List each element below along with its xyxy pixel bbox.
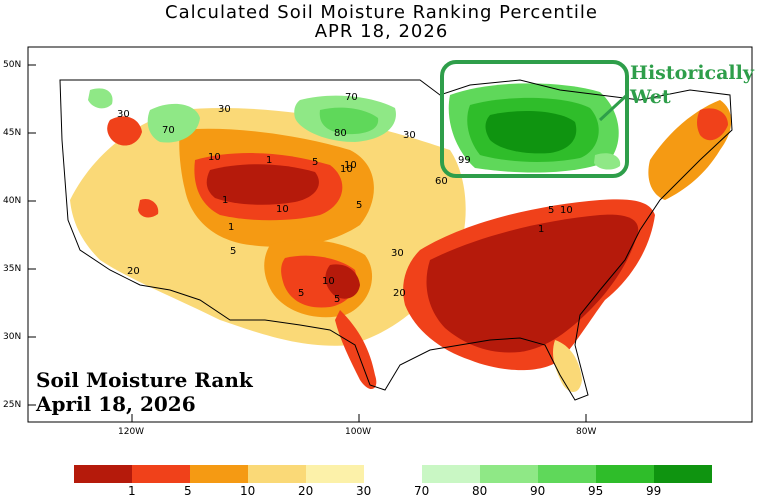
dry-region-maine: [697, 108, 728, 141]
lat-label-35n: 35N: [3, 264, 22, 274]
contour-label: 80: [334, 128, 347, 139]
legend-bar: [74, 465, 712, 483]
contour-label: 10: [344, 160, 357, 171]
us-outline: [59, 79, 733, 401]
dry-region-extreme: [206, 164, 319, 205]
legend-label-90: 90: [530, 484, 546, 498]
lat-label-45n: 45N: [3, 128, 22, 138]
dry-region-northwest: [107, 116, 142, 146]
legend-label-95: 95: [588, 484, 604, 498]
contour-label: 1: [266, 155, 272, 166]
lat-label-40n: 40N: [3, 196, 22, 206]
contour-label: 30: [403, 130, 416, 141]
contour-label: 5: [548, 205, 554, 216]
legend-label-80: 80: [472, 484, 488, 498]
lon-label-80w: 80W: [576, 427, 597, 437]
contour-label: 10: [340, 164, 353, 175]
contour-label: 1: [228, 222, 234, 233]
legend-label-70: 70: [414, 484, 430, 498]
chart-title: Calculated Soil Moisture Ranking Percent…: [165, 2, 598, 23]
dry-region-idaho: [138, 198, 159, 218]
contour-label: 5: [230, 246, 236, 257]
legend-label-20: 20: [298, 484, 314, 498]
contour-label: 30: [218, 104, 231, 115]
chart-date: APR 18, 2026: [314, 21, 449, 42]
legend-label-5: 5: [184, 484, 192, 498]
wet-region-washington: [88, 88, 113, 109]
contour-label: 70: [345, 92, 358, 103]
callout-historically: Historically: [630, 62, 754, 84]
contour-label: 99: [458, 155, 471, 166]
lat-label-25n: 25N: [3, 400, 22, 410]
contour-label: 1: [222, 195, 228, 206]
contour-label: 5: [356, 200, 362, 211]
wet-region-dakota-core: [319, 107, 379, 135]
dry-region-gulf: [335, 310, 377, 390]
lon-label-100w: 100W: [345, 427, 372, 437]
contour-label: 10: [560, 205, 573, 216]
contour-label: 5: [298, 288, 304, 299]
contour-label: 20: [393, 288, 406, 299]
legend-swatch-70: [422, 465, 480, 483]
legend-swatch-30: [306, 465, 364, 483]
wet-region-ohio: [594, 153, 621, 170]
contour-label: 10: [322, 276, 335, 287]
contour-label: 60: [435, 176, 448, 187]
legend-swatch-99: [654, 465, 712, 483]
inset-date: April 18, 2026: [36, 392, 196, 416]
contour-label: 10: [276, 204, 289, 215]
wet-region-great-lakes-core: [485, 110, 577, 154]
legend-label-10: 10: [240, 484, 256, 498]
legend-swatch-20: [248, 465, 306, 483]
contour-label: 10: [208, 152, 221, 163]
legend-swatch-5: [132, 465, 190, 483]
contour-label: 30: [391, 248, 404, 259]
legend-swatch-80: [480, 465, 538, 483]
callout-wet: Wet: [630, 86, 671, 108]
contour-label: 5: [312, 157, 318, 168]
contour-label: 70: [162, 125, 175, 136]
lat-label-50n: 50N: [3, 60, 22, 70]
contour-label: 5: [334, 294, 340, 305]
lat-label-30n: 30N: [3, 332, 22, 342]
dry-region-southeast-extreme: [426, 214, 639, 353]
legend-swatch-95: [596, 465, 654, 483]
contour-label: 20: [127, 266, 140, 277]
contour-label: 30: [117, 109, 130, 120]
legend-label-1: 1: [128, 484, 136, 498]
dry-region-florida: [552, 340, 582, 392]
legend-swatch-90: [538, 465, 596, 483]
historically-wet-box: [440, 60, 629, 178]
legend-swatch-1: [74, 465, 132, 483]
contour-label: 1: [538, 224, 544, 235]
wet-region-montana: [147, 103, 200, 143]
legend-label-30: 30: [356, 484, 372, 498]
legend-swatch-10: [190, 465, 248, 483]
inset-title: Soil Moisture Rank: [36, 368, 253, 392]
dry-region-southwest-extreme: [325, 264, 360, 299]
callout-pointer: [598, 93, 629, 122]
legend-label-99: 99: [646, 484, 662, 498]
lon-label-120w: 120W: [118, 427, 145, 437]
axis-ticks: [28, 64, 587, 422]
